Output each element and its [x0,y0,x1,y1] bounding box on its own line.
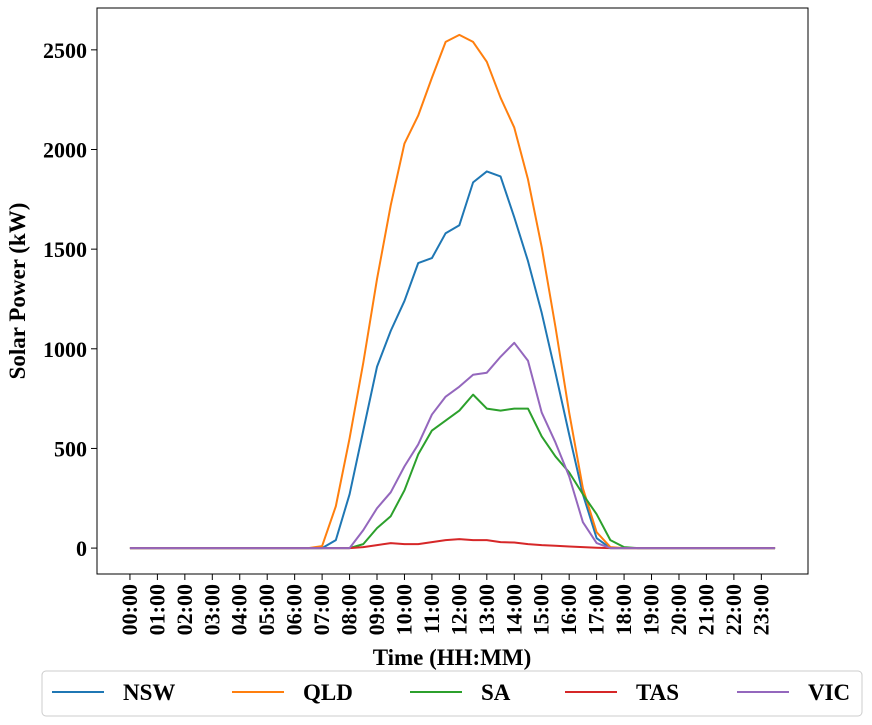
x-tick-label: 19:00 [639,584,664,635]
x-tick-label: 01:00 [144,584,169,635]
y-axis: 0 500 1000 1500 2000 2500 [43,38,97,561]
x-tick-label: 22:00 [721,584,746,635]
x-axis-label: Time (HH:MM) [373,645,532,670]
x-tick-label: 06:00 [282,584,307,635]
y-tick-label: 0 [76,536,87,561]
x-tick-label: 11:00 [419,584,444,634]
series-line-nsw [129,170,776,550]
x-tick-label: 04:00 [227,584,252,635]
x-tick-label: 09:00 [364,584,389,635]
series-line-qld [129,33,776,550]
x-tick-label: 13:00 [474,584,499,635]
x-tick-label: 17:00 [584,584,609,635]
x-tick-label: 07:00 [309,584,334,635]
legend-label-qld: QLD [303,680,353,705]
y-tick-label: 500 [54,436,87,461]
x-tick-label: 21:00 [693,584,718,635]
x-tick-label: 02:00 [172,584,197,635]
x-tick-label: 23:00 [748,584,773,635]
legend-label-vic: VIC [808,680,850,705]
y-axis-label: Solar Power (kW) [5,203,30,380]
y-tick-label: 1500 [43,237,87,262]
y-tick-label: 1000 [43,337,87,362]
series-line-vic [129,341,776,550]
series-line-sa [129,393,776,550]
x-axis: 00:00 01:00 02:00 03:00 04:00 05:00 06:00 07:00… [117,574,773,635]
legend-label-sa: SA [481,680,511,705]
y-tick-label: 2500 [43,38,87,63]
y-tick-label: 2000 [43,138,87,163]
x-tick-label: 15:00 [529,584,554,635]
x-tick-label: 00:00 [117,584,142,635]
x-tick-label: 12:00 [446,584,471,635]
x-tick-label: 18:00 [611,584,636,635]
series-layer [129,33,776,550]
x-tick-label: 03:00 [199,584,224,635]
legend-items: NSW QLD SA TAS VIC [52,680,850,705]
legend-label-nsw: NSW [123,680,175,705]
x-tick-label: 05:00 [254,584,279,635]
legend: NSW QLD SA TAS VIC [41,670,863,717]
x-tick-label: 20:00 [666,584,691,635]
series-line-tas [129,538,776,550]
x-tick-label: 14:00 [501,584,526,635]
legend-label-tas: TAS [636,680,679,705]
x-tick-label: 08:00 [337,584,362,635]
x-tick-label: 10:00 [391,584,416,635]
legend-box [41,670,863,717]
plot-frame [96,7,809,575]
x-tick-label: 16:00 [556,584,581,635]
